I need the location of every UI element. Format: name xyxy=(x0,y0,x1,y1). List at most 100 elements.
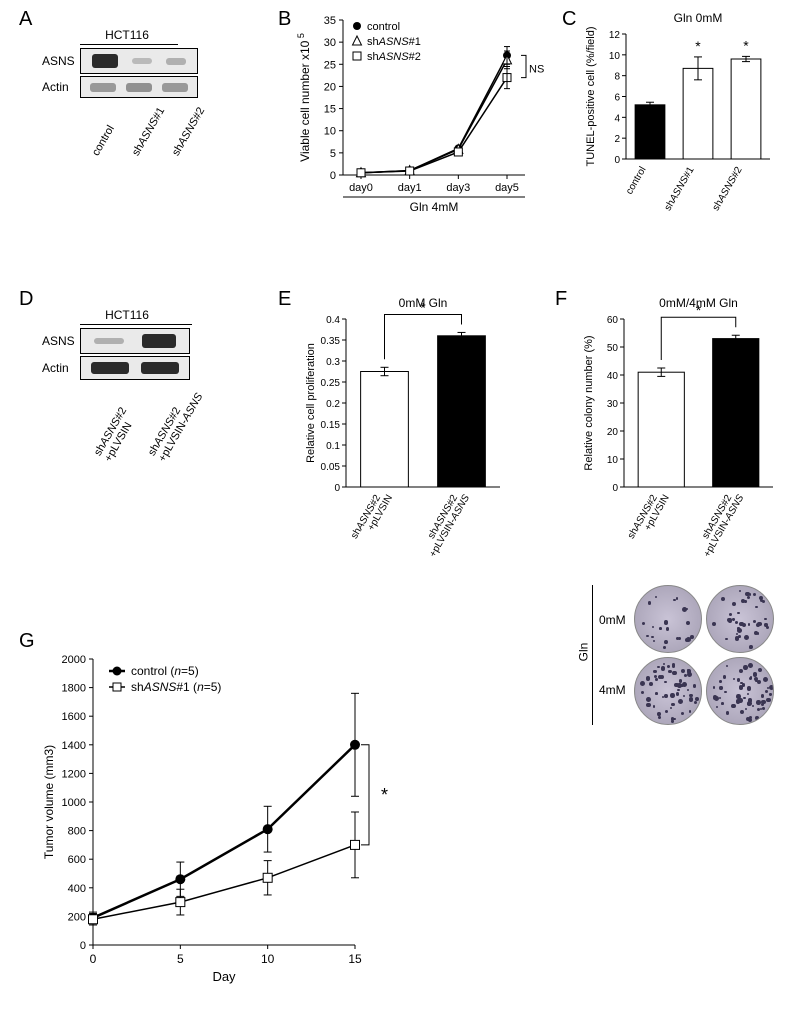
svg-text:25: 25 xyxy=(324,59,336,71)
blot-a-row1: Actin xyxy=(42,80,80,94)
svg-text:5: 5 xyxy=(177,952,184,966)
svg-text:10: 10 xyxy=(324,126,336,138)
svg-text:day5: day5 xyxy=(495,182,519,194)
svg-text:control: control xyxy=(624,165,649,196)
panel-label-e: E xyxy=(278,288,291,311)
svg-text:0.2: 0.2 xyxy=(326,399,340,410)
blot-d-row1: Actin xyxy=(42,361,80,375)
dish-0-0 xyxy=(634,585,702,653)
svg-text:0: 0 xyxy=(80,940,86,952)
svg-text:day0: day0 xyxy=(349,182,373,194)
svg-text:8: 8 xyxy=(614,72,620,83)
panel-label-b: B xyxy=(278,8,291,31)
svg-text:*: * xyxy=(743,37,749,53)
lane-a-1: shASNS#1 xyxy=(130,105,167,158)
dish-0-1 xyxy=(706,585,774,653)
svg-text:12: 12 xyxy=(609,30,621,41)
svg-text:NS: NS xyxy=(529,64,544,76)
panel-label-g: G xyxy=(19,630,35,653)
chart-b: 05101520253035day0day1day3day5Gln 4mMVia… xyxy=(295,10,555,235)
svg-text:0: 0 xyxy=(614,155,620,166)
svg-text:0.3: 0.3 xyxy=(326,357,340,368)
svg-text:0: 0 xyxy=(334,483,340,494)
svg-text:shASNS#2: shASNS#2 xyxy=(711,165,745,213)
svg-text:800: 800 xyxy=(68,826,86,838)
blot-d-row0: ASNS xyxy=(42,334,80,348)
chart-c: Gln 0mM 0 2 4 6 8 10 12 TUNEL-positive cell (%/f… xyxy=(580,10,790,240)
svg-text:4: 4 xyxy=(614,113,620,124)
panel-label-a: A xyxy=(19,8,32,31)
svg-text:shASNS#1: shASNS#1 xyxy=(367,36,421,48)
svg-text:shASNS#1 (n=5): shASNS#1 (n=5) xyxy=(131,680,221,694)
svg-text:1600: 1600 xyxy=(62,711,86,723)
svg-text:0: 0 xyxy=(612,483,618,494)
dish-row0: 0mM xyxy=(599,613,626,627)
panel-label-d: D xyxy=(19,288,33,311)
chart-f: 0mM/4mM Gln0102030405060Relative colony … xyxy=(578,295,793,575)
svg-text:*: * xyxy=(420,299,426,315)
svg-text:2000: 2000 xyxy=(62,654,86,666)
svg-text:35: 35 xyxy=(324,15,336,27)
svg-text:10: 10 xyxy=(609,51,621,62)
svg-text:0.05: 0.05 xyxy=(321,462,341,473)
svg-text:shASNS#2: shASNS#2 xyxy=(367,51,421,63)
svg-text:50: 50 xyxy=(607,343,619,354)
svg-text:400: 400 xyxy=(68,883,86,895)
svg-text:200: 200 xyxy=(68,911,86,923)
lane-a-2: shASNS#2 xyxy=(170,105,207,158)
dish-1-0 xyxy=(634,657,702,725)
svg-text:0.15: 0.15 xyxy=(321,420,341,431)
panel-a-blot: HCT116 ASNS Actin control shASNS#1 shASN… xyxy=(42,28,212,168)
svg-text:1400: 1400 xyxy=(62,740,86,752)
svg-text:60: 60 xyxy=(607,315,619,326)
dish-side-label: Gln xyxy=(576,643,590,662)
svg-text:0: 0 xyxy=(90,952,97,966)
svg-text:shASNS#1: shASNS#1 xyxy=(663,165,697,213)
svg-text:40: 40 xyxy=(607,371,619,382)
svg-text:30: 30 xyxy=(607,399,619,410)
blot-a-row0: ASNS xyxy=(42,54,80,68)
svg-text:*: * xyxy=(696,302,702,318)
gel-actin-a xyxy=(80,76,198,98)
blot-a-title: HCT116 xyxy=(42,28,212,42)
svg-text:1000: 1000 xyxy=(62,797,86,809)
svg-text:Gln 4mM: Gln 4mM xyxy=(410,200,459,214)
svg-text:day1: day1 xyxy=(398,182,422,194)
svg-text:Tumor volume (mm3): Tumor volume (mm3) xyxy=(42,745,56,859)
colony-dishes: 0mM 4mM Gln xyxy=(592,585,774,725)
svg-text:TUNEL-positive cell (%/field): TUNEL-positive cell (%/field) xyxy=(585,27,597,167)
lane-d-1: shASNS#2+pLVSIN-ASNS xyxy=(146,385,205,464)
gel-asns-d xyxy=(80,328,190,354)
svg-text:2: 2 xyxy=(614,134,620,145)
lane-d-0: shASNS#2+pLVSIN xyxy=(92,405,140,464)
svg-text:control (n=5): control (n=5) xyxy=(131,664,199,678)
svg-text:0: 0 xyxy=(330,170,336,182)
gel-asns-a xyxy=(80,48,198,74)
svg-text:10: 10 xyxy=(261,952,275,966)
svg-text:Day: Day xyxy=(212,969,236,984)
panel-label-c: C xyxy=(562,8,576,31)
svg-text:15: 15 xyxy=(324,104,336,116)
svg-text:0.4: 0.4 xyxy=(326,315,340,326)
svg-text:1200: 1200 xyxy=(62,768,86,780)
svg-text:Gln 0mM: Gln 0mM xyxy=(674,11,723,25)
svg-text:5: 5 xyxy=(330,148,336,160)
blot-d-title: HCT116 xyxy=(42,308,212,322)
svg-text:30: 30 xyxy=(324,37,336,49)
svg-text:6: 6 xyxy=(614,93,620,104)
dish-row1: 4mM xyxy=(599,683,626,697)
svg-text:control: control xyxy=(367,21,400,33)
svg-text:10: 10 xyxy=(607,455,619,466)
svg-text:1800: 1800 xyxy=(62,683,86,695)
svg-text:15: 15 xyxy=(348,952,362,966)
svg-text:*: * xyxy=(695,38,701,54)
panel-label-f: F xyxy=(555,288,567,311)
svg-text:20: 20 xyxy=(324,81,336,93)
svg-text:Relative cell proliferation: Relative cell proliferation xyxy=(305,343,317,463)
lane-a-0: control xyxy=(90,123,117,158)
svg-text:*: * xyxy=(381,785,388,805)
gel-actin-d xyxy=(80,356,190,380)
svg-text:Viable cell number x10 5: Viable cell number x10 5 xyxy=(296,33,312,162)
svg-text:0.25: 0.25 xyxy=(321,378,341,389)
svg-text:600: 600 xyxy=(68,854,86,866)
